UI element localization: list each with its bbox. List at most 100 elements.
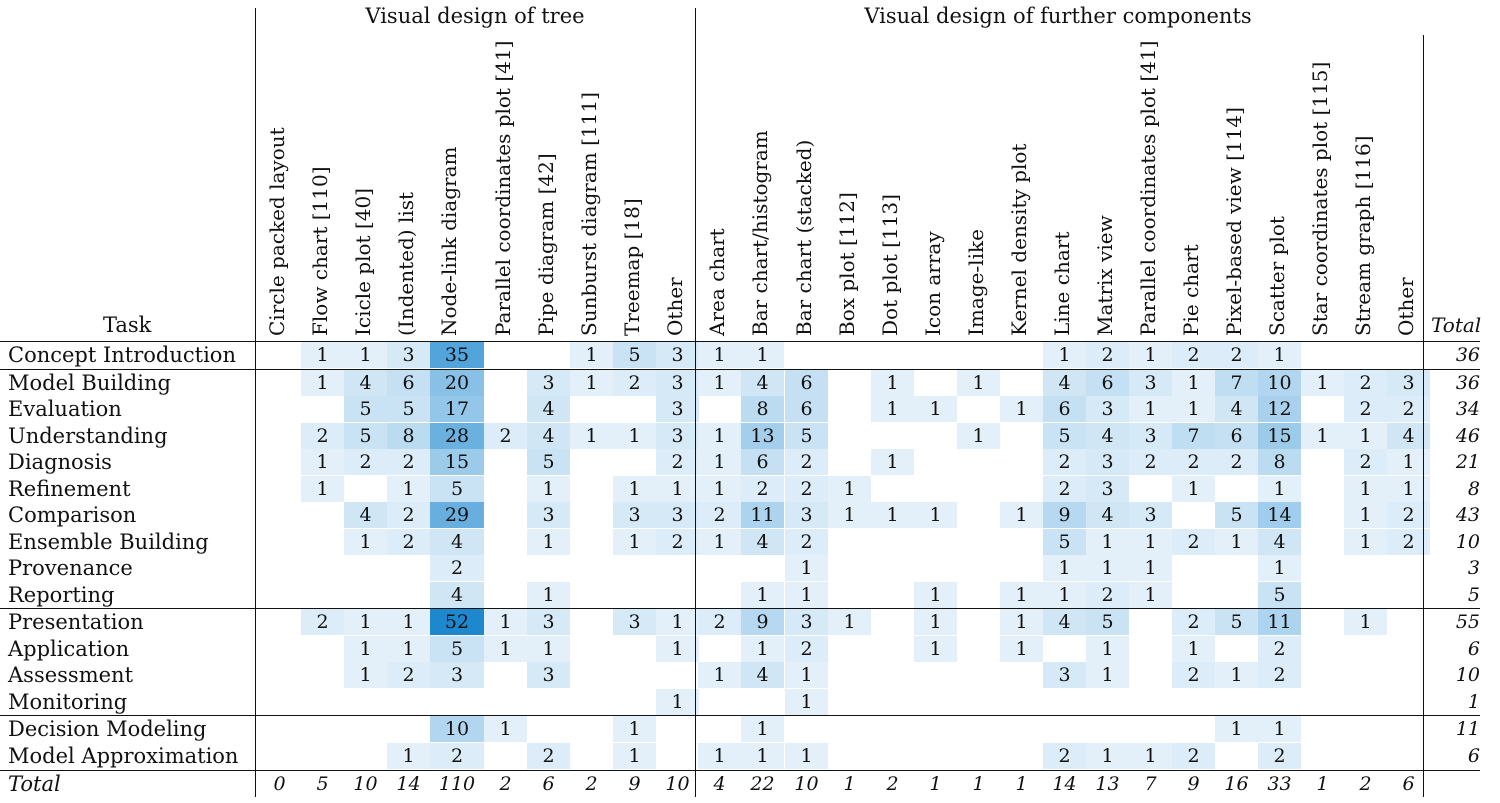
table-cell: 1 <box>1101 638 1114 660</box>
cell-shade <box>430 423 484 449</box>
table-cell: 6 <box>402 372 415 394</box>
cell-shade <box>1215 502 1258 528</box>
cell-shade <box>1129 502 1172 528</box>
cell-shade <box>914 582 957 608</box>
total-cell: 33 <box>1267 773 1292 795</box>
cell-shade <box>741 449 784 475</box>
table-cell: 2 <box>1230 451 1243 473</box>
table-cell: 2 <box>1273 745 1286 767</box>
table-cell: 35 <box>444 344 470 366</box>
cell-shade <box>871 502 914 528</box>
table-cell: 5 <box>1230 504 1243 526</box>
row-total: 3 <box>1467 557 1480 579</box>
column-header: Other <box>1394 277 1418 336</box>
table-cell: 1 <box>1402 478 1415 500</box>
table-cell: 9 <box>1058 504 1071 526</box>
cell-shade <box>914 636 957 662</box>
cell-shade <box>871 396 914 422</box>
table-cell: 1 <box>628 745 641 767</box>
total-cell: 6 <box>542 773 555 795</box>
cell-shade <box>785 582 828 608</box>
cell-shade <box>698 423 741 449</box>
row-label: Provenance <box>8 556 133 580</box>
table-cell: 2 <box>1187 344 1200 366</box>
cell-shade <box>613 423 656 449</box>
table-cell: 1 <box>972 425 985 447</box>
table-cell: 2 <box>1101 344 1114 366</box>
total-cell: 1 <box>1015 773 1028 795</box>
cell-shade <box>387 662 430 688</box>
cell-shade <box>741 716 784 742</box>
cell-shade <box>1215 449 1258 475</box>
cell-shade <box>1043 662 1086 688</box>
cell-shade <box>1086 476 1129 502</box>
table-cell: 2 <box>1187 745 1200 767</box>
cell-shade <box>1258 555 1301 581</box>
table-cell: 1 <box>756 745 769 767</box>
cell-shade <box>1000 502 1043 528</box>
table-cell: 29 <box>444 504 470 526</box>
cell-shade <box>1043 529 1086 555</box>
cell-shade <box>1172 342 1215 368</box>
column-header: Line chart <box>1050 231 1074 336</box>
row-total: 21 <box>1455 451 1480 473</box>
cell-shade <box>1387 370 1430 396</box>
cell-shade <box>301 476 344 502</box>
row-label: Presentation <box>8 610 144 634</box>
table-cell: 8 <box>1273 451 1286 473</box>
cell-shade <box>570 342 613 368</box>
total-cell: 10 <box>794 773 819 795</box>
column-header: Icicle plot [40] <box>351 188 375 336</box>
cell-shade <box>1344 609 1387 635</box>
total-cell: 14 <box>396 773 421 795</box>
table-cell: 4 <box>542 398 555 420</box>
task-header: Task <box>103 313 152 337</box>
table-cell: 17 <box>444 398 470 420</box>
table-cell: 1 <box>713 531 726 553</box>
cell-shade <box>430 555 484 581</box>
table-cell: 5 <box>800 425 813 447</box>
row-total: 10 <box>1455 664 1480 686</box>
cell-shade <box>430 662 484 688</box>
table-cell: 1 <box>1058 557 1071 579</box>
cell-shade <box>1172 449 1215 475</box>
cell-shade <box>1086 396 1129 422</box>
table-cell: 1 <box>402 611 415 633</box>
table-cell: 1 <box>886 398 899 420</box>
cell-shade <box>785 529 828 555</box>
table-cell: 3 <box>628 611 641 633</box>
row-total: 46 <box>1455 425 1480 447</box>
table-cell: 1 <box>671 638 684 660</box>
column-header: Flow chart [110] <box>308 166 332 336</box>
column-header: Bar chart/histogram <box>748 130 772 336</box>
cell-shade <box>1258 716 1301 742</box>
cell-shade <box>527 636 570 662</box>
cell-shade <box>613 370 656 396</box>
cell-shade <box>430 370 484 396</box>
total-cell: 1 <box>1316 773 1329 795</box>
table-cell: 2 <box>1273 638 1286 660</box>
table-cell: 4 <box>1101 425 1114 447</box>
table-cell: 1 <box>756 584 769 606</box>
cell-shade <box>1129 555 1172 581</box>
cell-shade <box>785 449 828 475</box>
cell-shade <box>1258 370 1301 396</box>
table-cell: 3 <box>1101 451 1114 473</box>
column-header: Matrix view <box>1093 215 1117 336</box>
cell-shade <box>430 716 484 742</box>
cell-shade <box>1215 529 1258 555</box>
table-cell: 3 <box>542 611 555 633</box>
table-cell: 1 <box>1359 611 1372 633</box>
horizontal-rule <box>0 608 1480 609</box>
total-cell: 16 <box>1224 773 1249 795</box>
cell-shade <box>613 502 656 528</box>
cell-shade <box>741 743 784 769</box>
cell-shade <box>430 609 484 635</box>
cell-shade <box>430 396 484 422</box>
table-cell: 2 <box>450 557 464 579</box>
table-cell: 1 <box>886 372 899 394</box>
total-cell: 6 <box>1402 773 1415 795</box>
cell-shade <box>741 423 784 449</box>
row-total: 36 <box>1455 372 1480 394</box>
table-cell: 2 <box>800 478 813 500</box>
